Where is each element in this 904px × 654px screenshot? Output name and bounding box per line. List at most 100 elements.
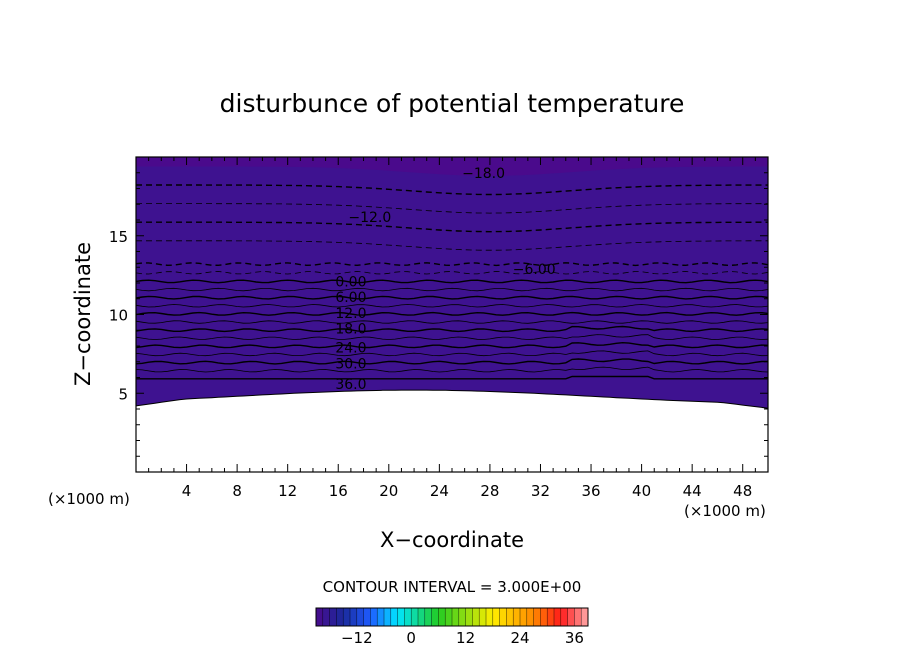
contour-line xyxy=(136,271,768,275)
colorbar-frame xyxy=(315,607,589,627)
x-tick-label: 28 xyxy=(480,482,499,500)
y-tick-label: 5 xyxy=(118,385,128,403)
colorbar-swatch xyxy=(350,608,358,626)
x-tick-label: 36 xyxy=(581,482,600,500)
colorbar-swatch xyxy=(322,608,330,626)
colorbar-swatch xyxy=(567,608,575,626)
contour-line xyxy=(136,287,768,292)
colorbar-tick-label: 12 xyxy=(456,629,475,647)
y-tick-label: 10 xyxy=(109,307,128,325)
x-tick-label: 8 xyxy=(232,482,242,500)
contour-line xyxy=(136,262,768,267)
colorbar-swatch xyxy=(336,608,344,626)
contour-line xyxy=(136,350,768,357)
colorbar-tick-label: −12 xyxy=(341,629,373,647)
contour-line xyxy=(136,295,768,300)
contour-lines xyxy=(136,184,768,409)
contour-line xyxy=(136,341,768,349)
contour-line xyxy=(136,375,768,380)
x-unit-left: (×1000 m) xyxy=(48,490,130,508)
colorbar-swatch xyxy=(492,608,500,626)
colorbar-swatch xyxy=(472,608,480,626)
contour-line xyxy=(136,240,768,251)
colorbar-swatch xyxy=(520,608,528,626)
colorbar-swatch xyxy=(397,608,405,626)
colorbar-swatch xyxy=(329,608,337,626)
colorbar-swatch xyxy=(465,608,473,626)
colorbar xyxy=(315,607,589,627)
terrain-mask xyxy=(136,390,768,472)
contour-line xyxy=(136,221,768,233)
colorbar-swatch xyxy=(526,608,534,626)
contour-line xyxy=(136,325,768,333)
x-axis-label: X−coordinate xyxy=(380,528,524,552)
colorbar-swatch xyxy=(486,608,494,626)
contour-line xyxy=(136,279,768,284)
contour-line xyxy=(136,334,768,340)
colorbar-swatch xyxy=(499,608,507,626)
x-axis: 4 8 12 16 20 24 28 32 36 40 44 48 xyxy=(148,157,756,500)
colorbar-swatch xyxy=(540,608,548,626)
ground-line xyxy=(136,389,768,409)
x-tick-label: 16 xyxy=(329,482,348,500)
contour-label: −6.00 xyxy=(513,262,556,278)
colorbar-swatch xyxy=(411,608,419,626)
colorbar-ticks: −12 0 12 24 36 xyxy=(341,629,584,647)
colorbar-tick-label: 24 xyxy=(510,629,529,647)
colorbar-swatch xyxy=(547,608,555,626)
colorbar-swatch xyxy=(424,608,432,626)
colorbar-swatch xyxy=(356,608,364,626)
x-tick-label: 44 xyxy=(683,482,702,500)
contour-line xyxy=(136,184,768,196)
x-tick-label: 20 xyxy=(379,482,398,500)
contour-label: 18.0 xyxy=(335,322,366,338)
x-tick-label: 4 xyxy=(182,482,192,500)
colorbar-swatch xyxy=(390,608,398,626)
x-tick-label: 12 xyxy=(278,482,297,500)
colorbar-swatch xyxy=(506,608,514,626)
colorbar-swatch xyxy=(384,608,392,626)
contour-line xyxy=(136,311,768,316)
y-axis-label: Z−coordinate xyxy=(71,242,95,386)
plot-area xyxy=(136,157,768,472)
colorbar-swatch xyxy=(431,608,439,626)
contour-label: −12.0 xyxy=(348,210,391,226)
contour-label: −18.0 xyxy=(462,166,505,182)
colorbar-swatch xyxy=(452,608,460,626)
contour-label: 6.00 xyxy=(335,290,366,306)
contour-interval-note: CONTOUR INTERVAL = 3.000E+00 xyxy=(323,578,582,596)
colorbar-swatch xyxy=(513,608,521,626)
colorbar-swatch xyxy=(581,608,589,626)
chart-title: disturbunce of potential temperature xyxy=(220,89,685,118)
x-tick-label: 48 xyxy=(733,482,752,500)
colorbar-swatch xyxy=(404,608,412,626)
colorbar-swatch xyxy=(533,608,541,626)
contour-label: 30.0 xyxy=(335,356,366,372)
x-unit-right: (×1000 m) xyxy=(684,502,766,520)
contour-line xyxy=(136,366,768,373)
colorbar-swatch xyxy=(316,608,324,626)
x-tick-label: 40 xyxy=(632,482,651,500)
colorbar-swatch xyxy=(377,608,385,626)
y-tick-label: 15 xyxy=(109,228,128,246)
contour-label: 12.0 xyxy=(335,306,366,322)
colorbar-swatch xyxy=(554,608,562,626)
colorbar-swatch xyxy=(370,608,378,626)
x-tick-label: 24 xyxy=(430,482,449,500)
contour-label: 36.0 xyxy=(335,377,366,393)
contour-label: 24.0 xyxy=(335,341,366,357)
colorbar-swatch xyxy=(363,608,371,626)
colorbar-swatch xyxy=(445,608,453,626)
colorbar-tick-label: 36 xyxy=(565,629,584,647)
contour-line xyxy=(136,320,768,324)
colorbar-swatch xyxy=(418,608,426,626)
colorbar-swatch xyxy=(560,608,568,626)
x-tick-label: 32 xyxy=(531,482,550,500)
contour-label: 0.00 xyxy=(335,274,366,290)
contour-line xyxy=(136,304,768,308)
colorbar-tick-label: 0 xyxy=(406,629,416,647)
colorbar-swatch xyxy=(479,608,487,626)
y-axis: 5 10 15 xyxy=(109,172,768,457)
